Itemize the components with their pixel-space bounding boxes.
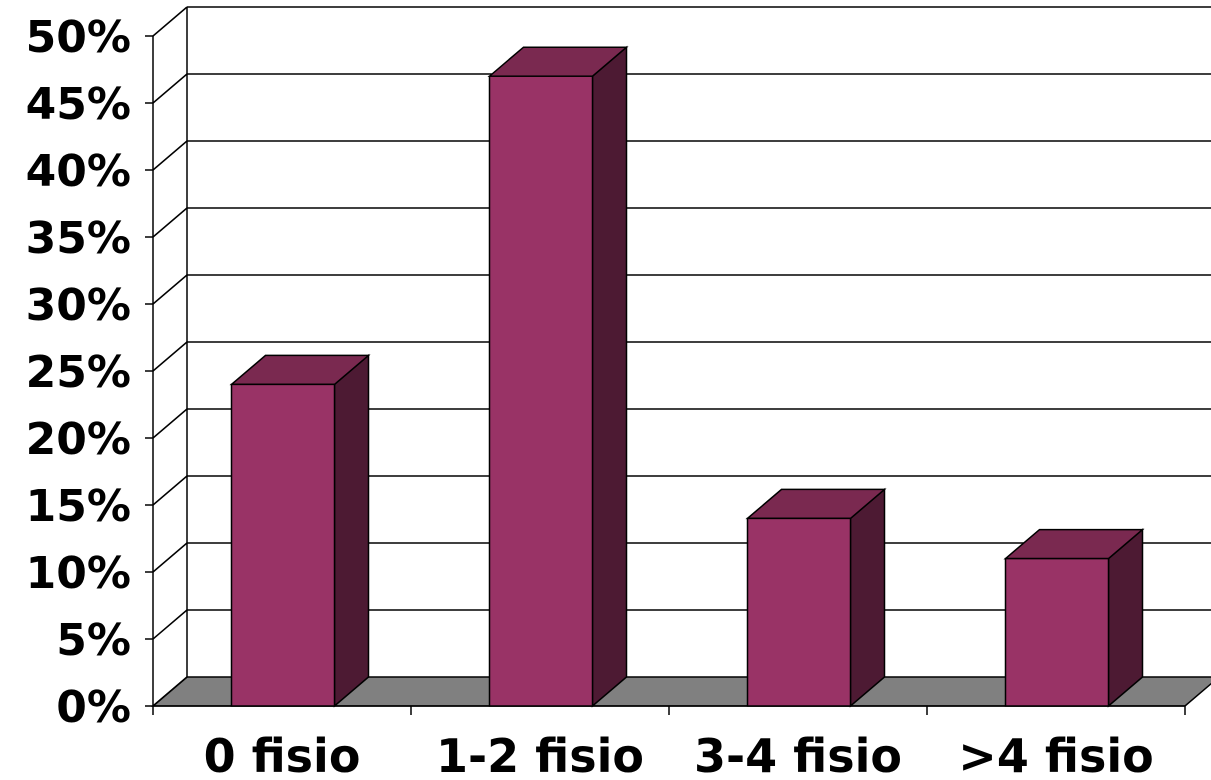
bar-side [1107,527,1144,708]
bar-front [1004,557,1110,707]
bar-side [849,487,886,708]
y-tick-label: 50% [26,12,131,63]
wall-gridline [152,341,188,372]
x-category-label: 3-4 fisio [694,729,902,780]
wall-gridline [152,475,188,506]
wall-gridline [152,542,188,573]
bar [1003,527,1145,708]
bar-side [333,353,370,708]
y-tick-label: 15% [26,481,131,532]
x-category-label: 1-2 fisio [436,729,644,780]
bar-front [230,383,336,707]
wall-gridline [152,609,188,640]
bar-side [591,45,628,708]
wall-gridline [152,73,188,104]
x-category-label: 0 fisio [204,729,361,780]
y-tick-label: 45% [26,79,131,130]
bar [229,353,371,708]
y-tick-label: 10% [26,548,131,599]
y-tick-label: 25% [26,347,131,398]
y-tick-label: 20% [26,414,131,465]
wall-gridline [152,408,188,439]
x-axis-category-labels: 0 fisio 1-2 fisio 3-4 fisio >4 fisio [204,729,1154,780]
wall-gridline [152,676,188,707]
wall-gridline [152,207,188,238]
y-axis-tick-labels: 0% 5% 10% 15% 20% 25% 30% 35% 40% 45% 50% [26,12,131,733]
y-tick-label: 5% [56,615,131,666]
x-category-label: >4 fisio [958,729,1153,780]
bar-front [488,75,594,707]
bar-front [746,517,852,707]
bar [745,487,887,708]
wall-gridline [152,140,188,171]
y-tick-label: 40% [26,146,131,197]
y-tick-label: 0% [56,682,131,733]
wall-gridline [152,6,188,37]
bars [229,45,1145,708]
bar [487,45,629,708]
y-tick-label: 30% [26,280,131,331]
wall-gridline [152,274,188,305]
y-tick-label: 35% [26,213,131,264]
